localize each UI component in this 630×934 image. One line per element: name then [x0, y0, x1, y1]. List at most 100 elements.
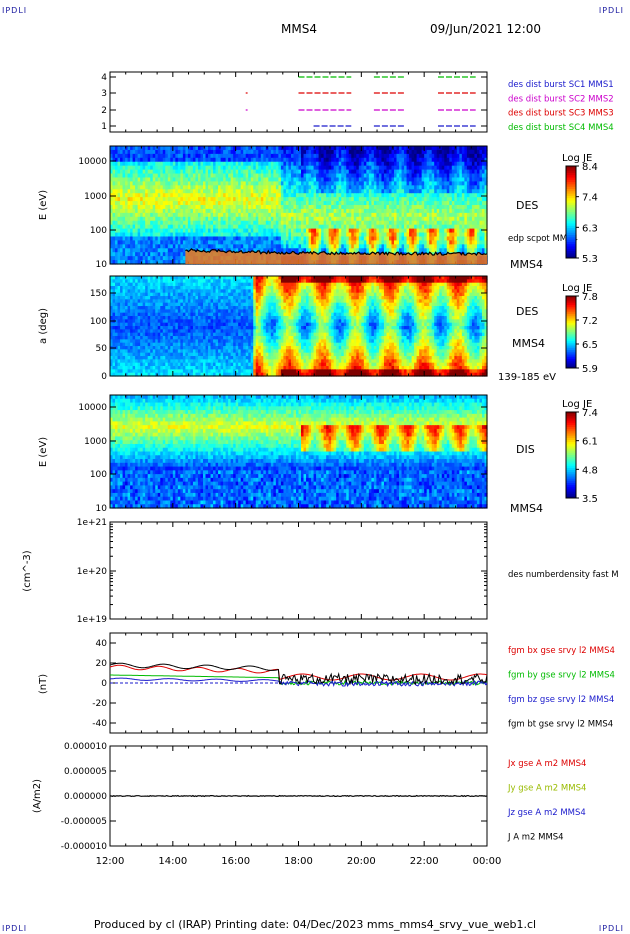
des-energy-panel-cell	[476, 185, 481, 190]
des-energy-panel-cell	[311, 165, 315, 171]
des-energy-panel-cell	[110, 193, 114, 198]
des-energy-panel-cell	[233, 185, 237, 190]
des-energy-panel-cell	[140, 224, 144, 230]
des-energy-panel-cell	[481, 232, 486, 238]
des-energy-panel-cell	[210, 197, 214, 202]
des-energy-panel-cell	[414, 248, 418, 253]
burst-panel-ytick-label: 3	[101, 89, 107, 99]
des-energy-panel-cell	[147, 212, 151, 218]
des-energy-panel-cell	[223, 157, 227, 163]
des-energy-panel-cell	[288, 205, 292, 210]
des-energy-panel-cell	[147, 161, 151, 167]
des-energy-panel-cell	[202, 173, 207, 179]
des-energy-panel-cell	[361, 185, 365, 190]
des-energy-panel-cell	[245, 165, 249, 171]
des-energy-panel-cell	[303, 216, 307, 222]
des-energy-panel-cell	[348, 212, 352, 218]
des-energy-panel-cell	[308, 228, 312, 234]
des-energy-panel-cell	[205, 173, 209, 179]
des-energy-panel-cell	[459, 240, 463, 245]
des-energy-panel-cell	[353, 157, 357, 163]
des-energy-panel-cell	[461, 153, 465, 159]
des-energy-colorbar-swatch	[566, 200, 576, 204]
des-energy-panel-cell	[142, 260, 146, 265]
des-energy-panel-cell	[187, 161, 192, 167]
des-energy-panel-cell	[208, 165, 212, 171]
des-energy-panel-cell	[110, 157, 114, 163]
des-energy-panel-cell	[323, 173, 327, 179]
des-energy-panel-cell	[404, 161, 408, 167]
des-energy-panel-cell	[218, 189, 222, 194]
des-energy-panel-cell	[270, 153, 274, 159]
des-energy-panel-cell	[260, 173, 264, 179]
des-energy-panel-cell	[446, 169, 450, 175]
des-energy-panel-cell	[135, 232, 139, 238]
des-energy-panel-cell	[461, 224, 465, 230]
des-energy-panel-cell	[424, 157, 428, 163]
des-energy-panel-cell	[311, 193, 315, 198]
des-energy-panel-cell	[424, 197, 428, 202]
des-energy-panel-cell	[371, 157, 375, 163]
des-energy-panel-cell	[378, 228, 383, 234]
des-energy-panel-cell	[120, 248, 124, 253]
des-energy-panel-cell	[152, 169, 156, 175]
des-energy-panel-cell	[414, 169, 418, 175]
des-energy-panel-cell	[192, 216, 197, 222]
des-energy-panel-cell	[419, 146, 423, 151]
des-energy-panel-cell	[135, 169, 139, 175]
des-energy-panel-cell	[343, 177, 347, 182]
des-energy-panel-cell	[205, 232, 209, 238]
des-energy-panel-cell	[421, 197, 425, 202]
des-energy-panel-cell	[471, 224, 476, 230]
des-energy-panel-cell	[190, 146, 194, 151]
des-energy-panel-cell	[388, 208, 393, 214]
des-energy-panel-cell	[285, 201, 290, 206]
des-pitch-panel-cell	[132, 306, 136, 310]
des-energy-panel-cell	[278, 161, 282, 167]
des-energy-panel-cell	[414, 212, 418, 218]
des-pitch-panel-cell	[125, 309, 129, 314]
des-energy-panel-cell	[223, 161, 227, 167]
des-energy-panel-cell	[208, 232, 212, 238]
des-pitch-panel-cell	[117, 352, 121, 357]
des-energy-panel-cell	[270, 228, 274, 234]
des-energy-panel-cell	[253, 212, 257, 218]
des-energy-panel-cell	[426, 236, 430, 241]
des-energy-colorbar-swatch	[566, 191, 576, 195]
des-energy-panel-cell	[401, 197, 405, 202]
des-energy-panel-cell	[394, 177, 398, 182]
des-energy-panel-cell	[270, 212, 274, 218]
des-energy-panel-cell	[466, 146, 470, 151]
des-energy-panel-cell	[122, 197, 126, 202]
des-energy-panel-cell	[250, 181, 254, 186]
des-energy-panel-cell	[175, 216, 179, 222]
des-energy-panel-cell	[122, 248, 126, 253]
des-energy-panel-cell	[145, 208, 149, 214]
des-energy-panel-cell	[132, 193, 136, 198]
des-energy-panel-cell	[160, 161, 164, 167]
des-energy-panel-cell	[378, 248, 383, 253]
des-energy-panel-cell	[245, 189, 249, 194]
des-energy-panel-cell	[218, 216, 222, 222]
des-energy-panel-cell	[368, 189, 372, 194]
des-energy-panel-cell	[474, 197, 478, 202]
des-energy-panel-cell	[316, 181, 320, 186]
des-energy-panel-cell	[348, 216, 352, 222]
des-energy-panel-cell	[197, 173, 202, 179]
des-energy-panel-cell	[112, 252, 116, 257]
des-pitch-panel-cell	[127, 326, 131, 330]
des-energy-panel-cell	[165, 228, 169, 234]
des-energy-panel-cell	[288, 244, 292, 249]
des-energy-panel-cell	[358, 228, 362, 234]
des-energy-panel-cell	[223, 177, 227, 182]
des-energy-panel-cell	[132, 181, 136, 186]
plot-date: 09/Jun/2021 12:00	[430, 22, 542, 36]
des-energy-panel-cell	[258, 193, 262, 198]
des-pitch-panel-cell	[120, 369, 124, 374]
des-energy-panel-cell	[127, 240, 131, 245]
des-pitch-panel-cell	[122, 352, 126, 357]
des-pitch-panel-cell	[115, 369, 119, 374]
des-energy-panel-cell	[333, 216, 337, 222]
des-energy-panel-cell	[150, 146, 154, 151]
des-energy-panel-cell	[117, 169, 121, 175]
